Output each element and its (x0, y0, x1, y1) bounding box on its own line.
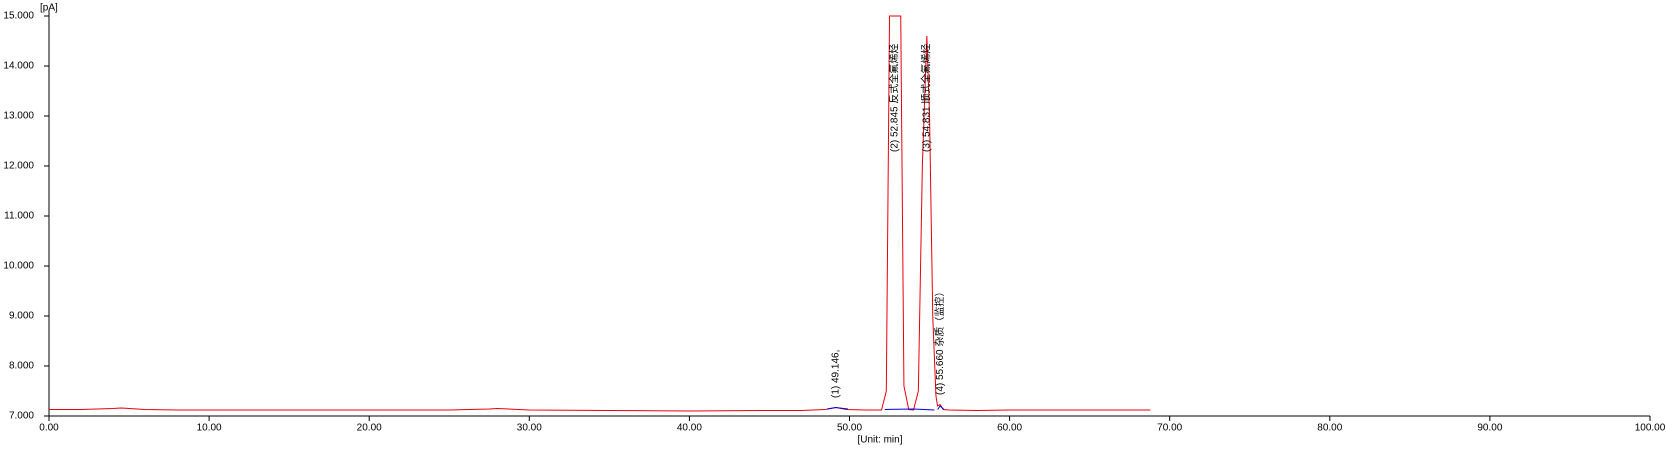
y-tick-label: 8.000 (9, 361, 34, 372)
y-tick-label: 7.000 (9, 411, 34, 422)
x-tick-label: 90.00 (1477, 423, 1502, 434)
y-tick-label: 14.000 (3, 61, 34, 72)
x-axis-label: [Unit: min] (857, 435, 902, 446)
x-tick-label: 20.00 (357, 423, 382, 434)
x-tick-label: 0.00 (39, 423, 59, 434)
y-tick-label: 13.000 (3, 111, 34, 122)
x-tick-label: 60.00 (997, 423, 1022, 434)
x-tick-label: 50.00 (837, 423, 862, 434)
x-tick-label: 80.00 (1317, 423, 1342, 434)
y-tick-label: 9.000 (9, 311, 34, 322)
peak-label: (2) 52.845 反式全氟烯烃 (888, 44, 901, 152)
y-tick-label: 11.000 (4, 211, 34, 222)
y-tick-label: 15.000 (3, 11, 34, 22)
x-tick-label: 30.00 (517, 423, 542, 434)
x-tick-label: 100.00 (1635, 423, 1666, 434)
y-tick-label: 12.000 (3, 161, 34, 172)
y-tick-label: 10.000 (3, 261, 34, 272)
trace (827, 405, 945, 411)
trace (49, 15, 1151, 412)
y-axis-label: [pA] (40, 3, 58, 14)
peak-label: (3) 54.831 顺式全氟烯烃 (919, 44, 932, 152)
x-tick-label: 10.00 (197, 423, 222, 434)
peak-label: (1) 49.146, (830, 350, 841, 398)
x-tick-label: 40.00 (677, 423, 702, 434)
x-tick-label: 70.00 (1157, 423, 1182, 434)
peak-label: (4) 55.660 杂质（监控） (933, 287, 946, 395)
